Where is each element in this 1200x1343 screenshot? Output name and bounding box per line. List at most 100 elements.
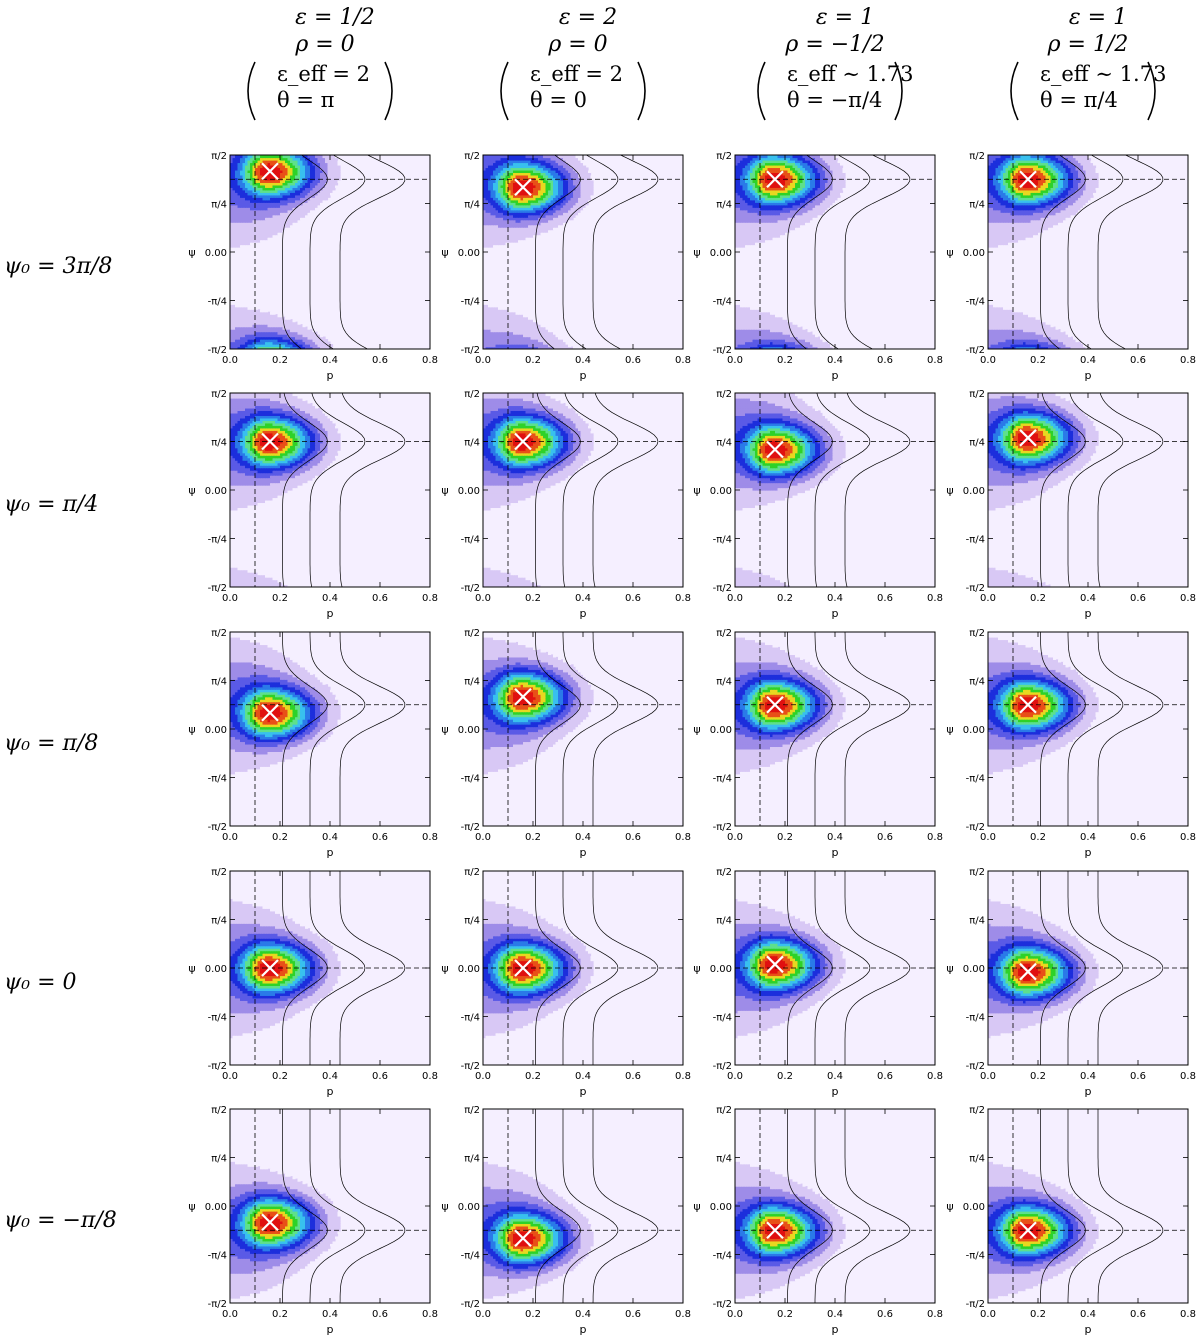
heatmap-cell [493,237,497,241]
heatmap-cell [307,174,311,178]
heatmap-cell [545,167,549,171]
heatmap-cell [810,219,814,223]
heatmap-cell [740,219,744,223]
heatmap-cell [575,207,579,211]
heatmap-cell [495,319,499,323]
heatmap-cell [538,197,542,201]
heatmap-cell [305,155,309,159]
heatmap-cell [515,212,519,216]
heatmap-cell [797,222,801,226]
heatmap-cell [762,319,766,323]
heatmap-cell [307,177,311,181]
heatmap-cell [745,197,749,201]
heatmap-cell [835,189,839,193]
heatmap-cell [735,309,739,313]
heatmap-cell [530,179,534,183]
heatmap-cell [747,199,751,203]
heatmap-cell [807,184,811,188]
heatmap-cell [255,344,259,348]
heatmap-cell [785,184,789,188]
heatmap-cell [772,202,776,206]
heatmap-cell [277,174,281,178]
heatmap-cell [757,314,761,318]
heatmap-cell [543,217,547,221]
heatmap-cell [230,197,234,201]
heatmap-cell [530,157,534,161]
heatmap-cell [530,164,534,169]
heatmap-cell [292,202,296,206]
heatmap-cell [322,177,326,181]
heatmap-cell [322,199,326,203]
heatmap-cell [523,172,527,176]
heatmap-cell [297,162,301,166]
heatmap-cell [282,344,286,348]
heatmap-cell [785,329,789,333]
heatmap-cell [505,192,509,196]
heatmap-cell [267,331,271,335]
heatmap-cell [483,247,487,251]
heatmap-cell [578,164,582,169]
heatmap-cell [302,164,306,169]
heatmap-cell [270,159,274,164]
heatmap-cell [740,239,744,243]
heatmap-cell [265,207,269,211]
heatmap-cell [815,199,819,203]
heatmap-cell [762,212,766,216]
heatmap-cell [255,309,259,313]
heatmap-cell [792,219,796,223]
heatmap-cell [307,189,311,193]
heatmap-cell [767,341,771,345]
heatmap-cell [252,219,256,223]
heatmap-cell [817,197,821,201]
heatmap-cell [530,174,534,178]
heatmap-cell [760,192,764,196]
heatmap-cell [493,247,497,251]
heatmap-cell [240,234,244,238]
heatmap-cell [255,319,259,323]
heatmap-cell [570,155,574,159]
heatmap-cell [550,219,554,223]
heatmap-cell [275,184,279,188]
heatmap-cell [485,199,489,203]
heatmap-cell [805,194,809,198]
heatmap-cell [285,329,289,333]
heatmap-cell [493,184,497,188]
heatmap-cell [795,204,799,208]
heatmap-cell [332,164,336,169]
heatmap-cell [325,162,329,166]
heatmap-cell [508,324,512,328]
heatmap-cell [260,329,264,333]
heatmap-cell [812,339,816,343]
heatmap-cell [280,334,284,338]
heatmap-cell [772,336,776,340]
heatmap-cell [265,155,269,159]
heatmap-cell [493,244,497,248]
heatmap-cell [297,214,301,218]
heatmap-cell [535,157,539,161]
heatmap-cell [232,232,236,236]
heatmap-cell [757,224,761,228]
heatmap-cell [245,239,249,243]
heatmap-cell [760,229,764,233]
heatmap-cell [568,209,572,213]
heatmap-cell [240,199,244,203]
heatmap-cell [245,159,249,164]
heatmap-cell [588,179,592,183]
heatmap-cell [240,334,244,338]
heatmap-cell [235,331,239,335]
heatmap-cell [495,326,499,330]
heatmap-cell [745,304,749,308]
heatmap-cell [280,164,284,169]
heatmap-cell [752,192,756,196]
heatmap-cell [272,329,276,333]
heatmap-cell [747,311,751,315]
heatmap-cell [540,344,544,348]
heatmap-cell [317,204,321,208]
heatmap-cell [515,164,519,169]
heatmap-cell [775,319,779,323]
heatmap-cell [230,334,234,338]
heatmap-cell [785,187,789,191]
heatmap-cell [810,192,814,196]
heatmap-cell [320,189,324,193]
heatmap-cell [775,341,779,345]
